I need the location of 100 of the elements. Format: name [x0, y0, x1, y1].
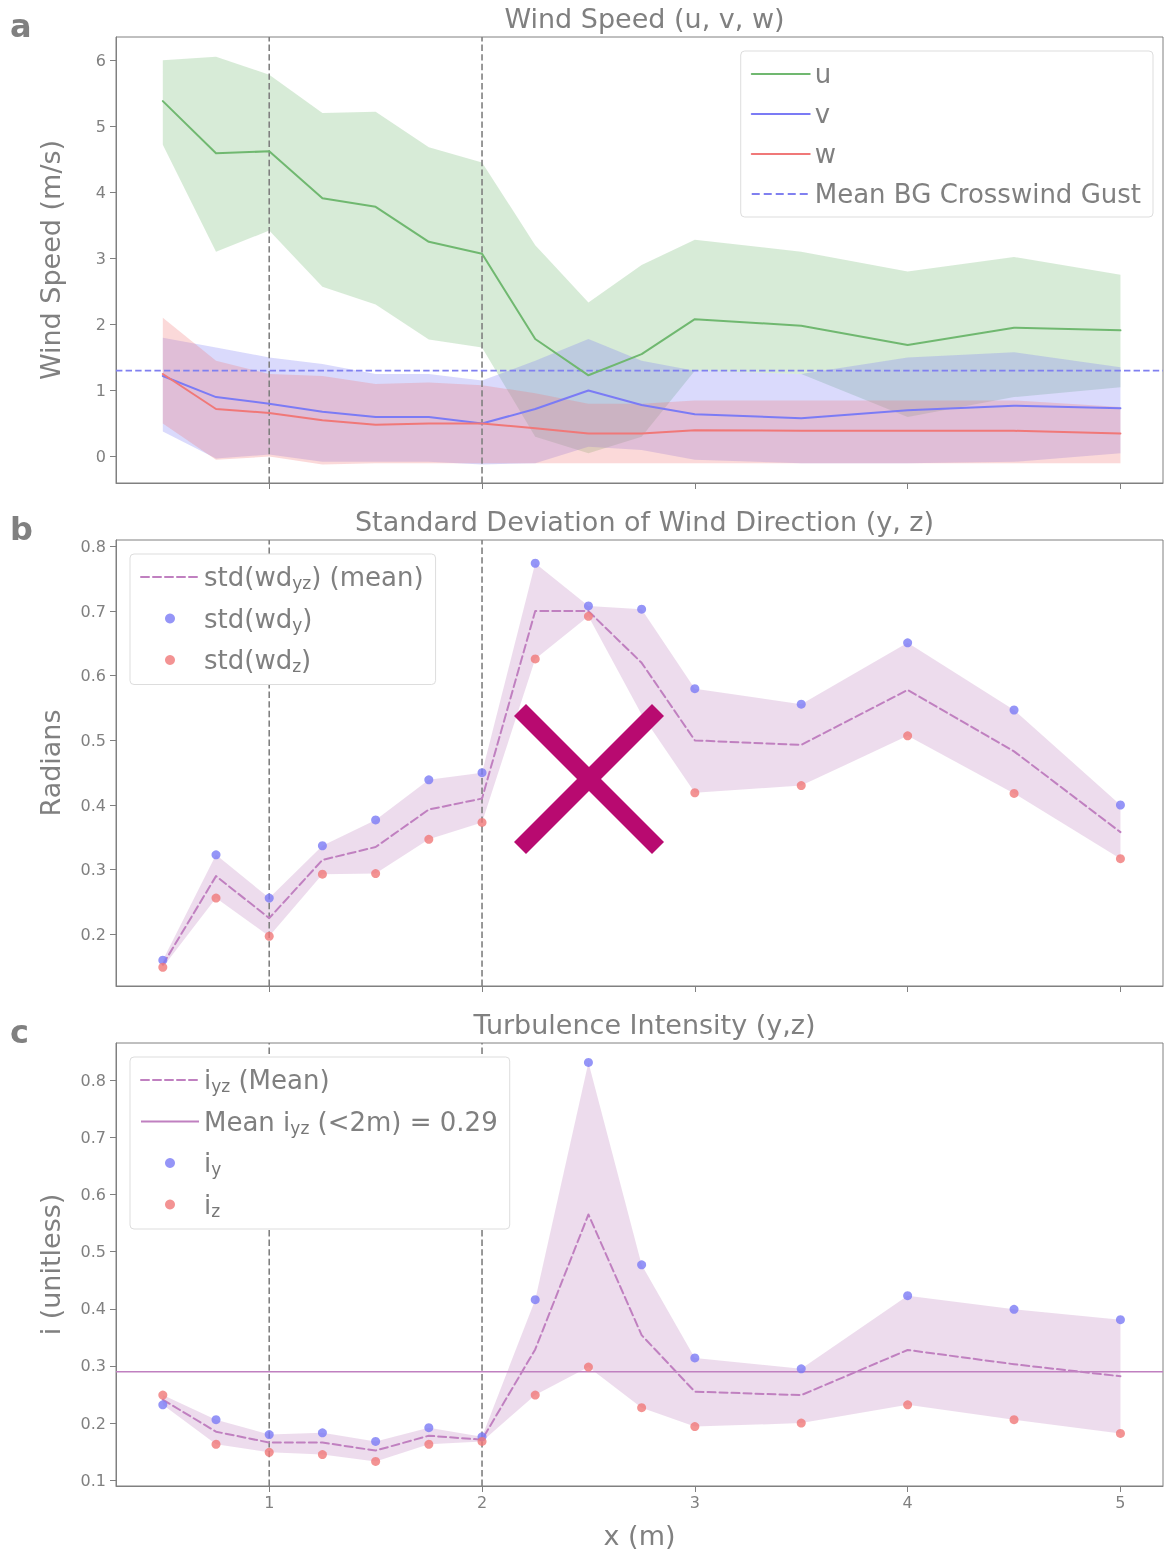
y-tick-label: 0.4 [80, 795, 106, 815]
point [317, 841, 327, 851]
point [690, 1422, 700, 1432]
point [903, 1291, 913, 1301]
y-tick-label: 0.8 [80, 536, 106, 556]
x-tick-label: 2 [476, 1492, 488, 1512]
point [1009, 1304, 1019, 1314]
point [424, 1423, 434, 1433]
legend-label: v [814, 99, 831, 129]
y-tick-label: 0.2 [80, 1413, 106, 1433]
point [158, 962, 168, 972]
point [158, 1400, 168, 1410]
y-tick-label: 0 [95, 447, 106, 467]
point [1115, 800, 1125, 810]
y-axis-title: i (unitless) [35, 1193, 66, 1336]
point [637, 1403, 647, 1413]
y-axis-title: Wind Speed (m/s) [35, 139, 66, 381]
chart-title: Turbulence Intensity (y,z) [472, 1009, 816, 1040]
text: c [10, 1013, 29, 1051]
point [690, 684, 700, 694]
point [424, 1439, 434, 1449]
point [1009, 705, 1019, 715]
point [317, 1428, 327, 1438]
point [1009, 788, 1019, 798]
point [264, 1447, 274, 1457]
point [424, 834, 434, 844]
x-axis-title: x (m) [603, 1520, 676, 1551]
point [796, 699, 806, 709]
point [477, 1436, 487, 1446]
y-tick-label: 0.5 [80, 1242, 106, 1262]
y-tick-label: 0.6 [80, 666, 106, 686]
x-tick-label: 5 [1115, 1492, 1126, 1512]
point [690, 788, 700, 798]
y-axis-title: Radians [35, 709, 66, 817]
point [530, 558, 540, 568]
x-tick-label: 3 [689, 1492, 700, 1512]
y-tick-label: 6 [95, 50, 106, 70]
point [903, 638, 913, 648]
point [317, 869, 327, 879]
point [583, 611, 593, 621]
point [424, 775, 434, 785]
y-tick-label: 0.7 [80, 1127, 106, 1147]
y-tick-label: 5 [95, 116, 106, 136]
y-tick-label: 3 [95, 248, 106, 268]
point [530, 654, 540, 664]
point [264, 893, 274, 903]
x-tick-label: 1 [264, 1492, 275, 1512]
point [264, 931, 274, 941]
point [1009, 1415, 1019, 1425]
legend-label: Mean BG Crosswind Gust [814, 179, 1142, 209]
chart-title: Wind Speed (u, v, w) [504, 3, 785, 34]
point [371, 1456, 381, 1466]
point [583, 1057, 593, 1067]
point [530, 1390, 540, 1400]
point [796, 781, 806, 791]
y-tick-label: 0.3 [80, 860, 106, 880]
line-series [161, 374, 1122, 425]
legend-label: w [814, 139, 836, 169]
text: b [10, 510, 33, 548]
point [211, 1439, 221, 1449]
y-tick-label: 4 [95, 182, 106, 202]
point [903, 1400, 913, 1410]
x-tick-label: 4 [902, 1492, 913, 1512]
chart-title: Standard Deviation of Wind Direction (y, z) [354, 506, 935, 537]
point [477, 768, 487, 778]
point [317, 1450, 327, 1460]
point [583, 601, 593, 611]
point [477, 817, 487, 827]
point [530, 1295, 540, 1305]
point [371, 869, 381, 879]
y-tick-label: 0.3 [80, 1356, 106, 1376]
point [371, 815, 381, 825]
y-tick-label: 0.4 [80, 1299, 106, 1319]
line-series [161, 372, 1122, 435]
y-tick-label: 1 [95, 381, 106, 400]
point [1115, 1428, 1125, 1438]
legend-label: u [814, 59, 832, 89]
y-tick-label: 0.2 [80, 924, 106, 944]
point [903, 731, 913, 741]
point [211, 893, 221, 903]
y-tick-label: 0.6 [80, 1184, 106, 1204]
y-tick-label: 0.7 [80, 601, 106, 621]
point [637, 1260, 647, 1270]
point [158, 1390, 168, 1400]
point [264, 1430, 274, 1440]
point [211, 1415, 221, 1425]
point [211, 850, 221, 860]
point [796, 1418, 806, 1428]
y-tick-label: 0.8 [80, 1070, 106, 1090]
point [637, 604, 647, 614]
y-tick-label: 0.1 [80, 1470, 106, 1490]
text: a [10, 7, 32, 45]
y-tick-label: 0.5 [80, 730, 106, 750]
point [371, 1436, 381, 1446]
point [583, 1362, 593, 1372]
point [690, 1353, 700, 1363]
point [796, 1364, 806, 1374]
y-tick-label: 2 [95, 314, 106, 334]
point [1115, 1315, 1125, 1325]
point [1115, 854, 1125, 864]
